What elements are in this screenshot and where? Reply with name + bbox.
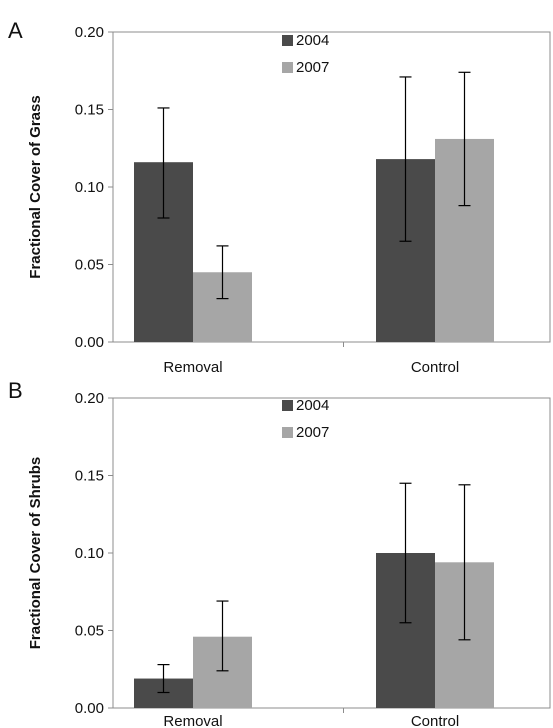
y-tick-label: 0.20 [75,24,104,41]
chart-panel-a: A 0.00 0.05 0.10 0.15 0.20 Fractional Cover of… [8,18,551,376]
x-category-label: Control [411,713,459,728]
legend-swatch-2007 [282,62,293,73]
y-tick-label: 0.05 [75,623,104,640]
legend-swatch-2007 [282,427,293,438]
legend-label-2007: 2007 [296,424,329,441]
y-tick-label: 0.00 [75,700,104,717]
x-category-label: Removal [163,713,222,728]
y-tick-label: 0.10 [75,179,104,196]
y-tick-label: 0.15 [75,468,104,485]
legend-label-2004: 2004 [296,32,329,49]
panel-label: A [8,18,23,43]
y-tick-label: 0.15 [75,102,104,119]
y-axis-label: Fractional Cover of Grass [27,95,44,278]
legend-swatch-2004 [282,35,293,46]
y-tick-label: 0.10 [75,545,104,562]
x-category-label: Control [411,359,459,376]
panel-label: B [8,378,23,403]
y-tick-label: 0.20 [75,390,104,407]
x-category-label: Removal [163,359,222,376]
legend-swatch-2004 [282,400,293,411]
y-tick-label: 0.05 [75,257,104,274]
legend-label-2007: 2007 [296,59,329,76]
y-axis-label: Fractional Cover of Shrubs [27,457,44,650]
y-tick-label: 0.00 [75,334,104,351]
chart-panel-b: B 0.00 0.05 0.10 0.15 0.20 Fractional Cover of… [8,378,551,728]
legend-label-2004: 2004 [296,397,329,414]
